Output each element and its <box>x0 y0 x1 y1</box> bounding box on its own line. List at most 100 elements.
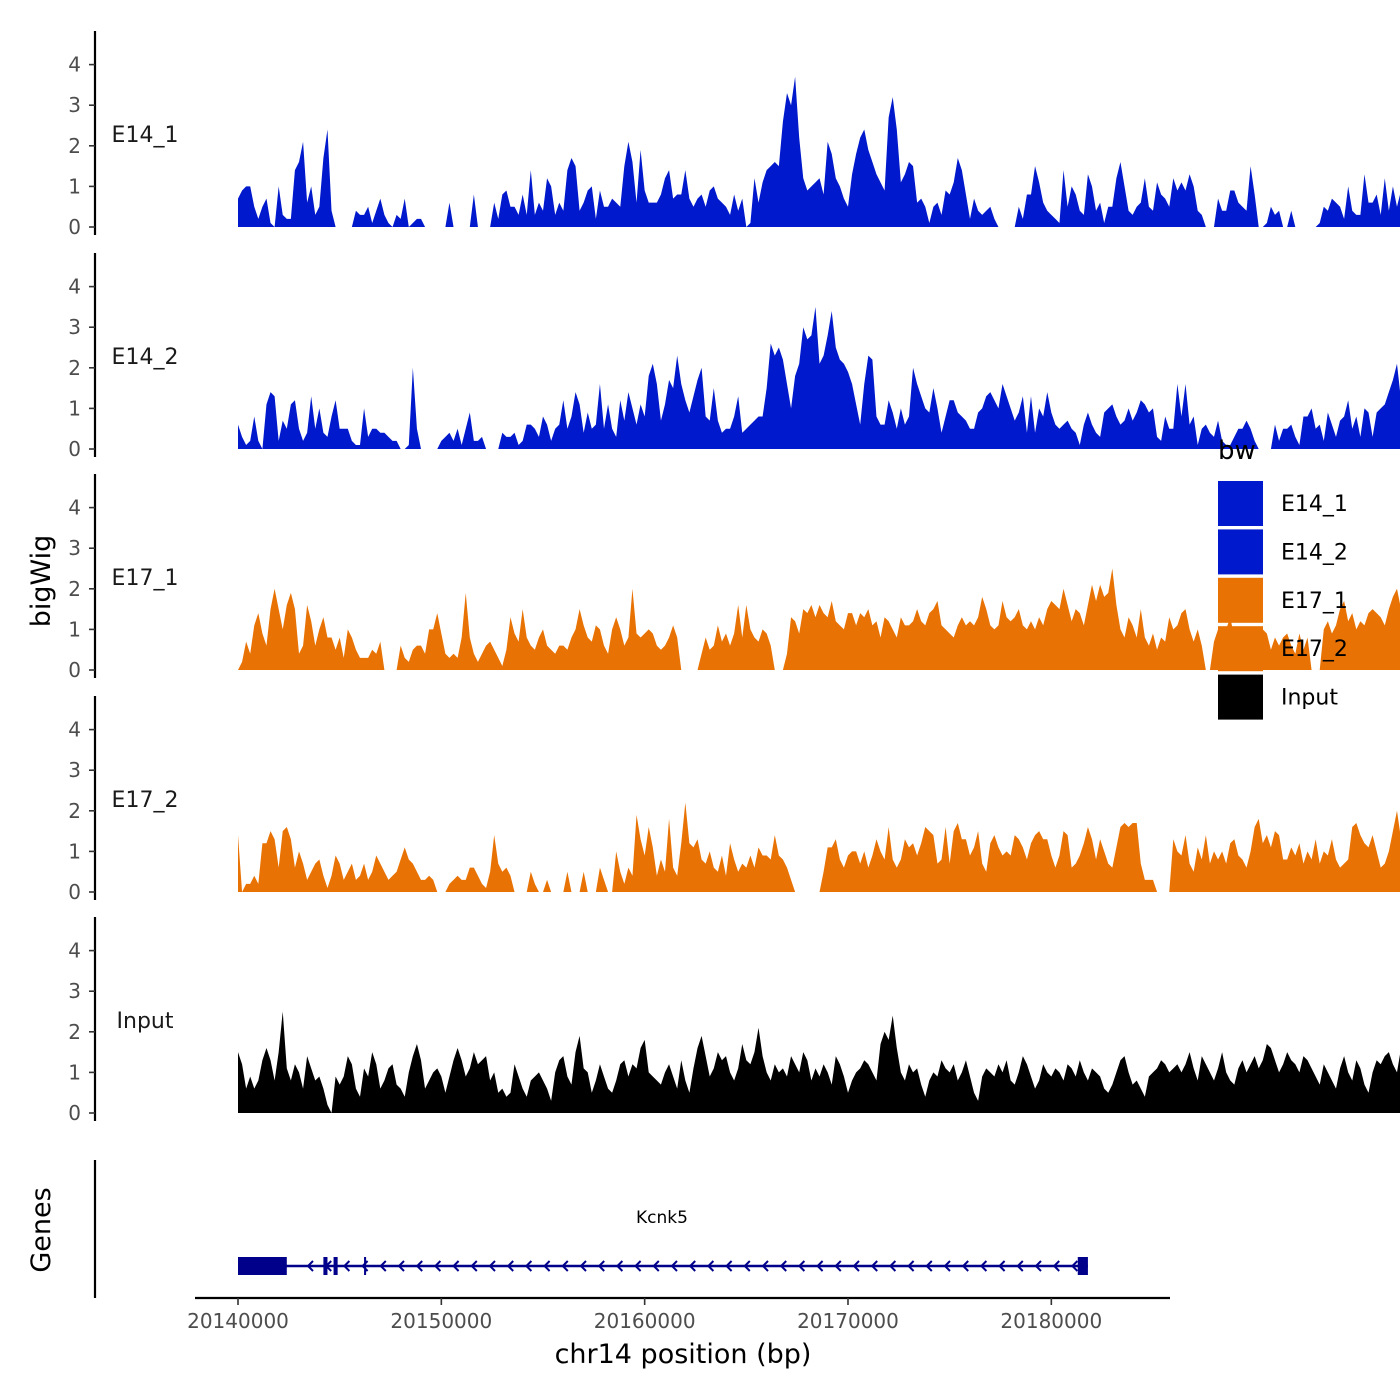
strand-arrow <box>907 1260 915 1272</box>
track-E14_1: 0 1 2 3 4 E14_1 <box>68 31 1400 239</box>
track-E17_2: 0 1 2 3 4 E17_2 <box>68 696 1400 904</box>
track-label-E17_1: E17_1 <box>112 566 179 591</box>
strand-arrow <box>816 1260 824 1272</box>
legend-title: bw <box>1218 436 1256 466</box>
y-tick-label-E17_2-3: 3 <box>68 758 81 782</box>
x-tick-label-20160000: 20160000 <box>594 1309 696 1333</box>
y-tick-label-E14_1-1: 1 <box>68 174 81 198</box>
y-tick-label-Input-1: 1 <box>68 1060 81 1084</box>
strand-arrow <box>506 1260 514 1272</box>
area-E14_1 <box>238 76 1400 227</box>
strand-arrow <box>998 1260 1006 1272</box>
legend-label-Input: Input <box>1281 686 1338 711</box>
area-E17_1 <box>238 568 1400 670</box>
gene-track: Kcnk5 <box>93 1160 1088 1298</box>
y-tick-label-E17_1-3: 3 <box>68 536 81 560</box>
signal-tracks: 0 1 2 3 4 E14_1 0 1 2 3 4 E14_2 0 1 2 3 4 E17_1 0 1 2 3 4 E17_2… <box>68 31 1400 1125</box>
strand-arrow <box>634 1260 642 1272</box>
strand-arrow <box>615 1260 624 1272</box>
strand-arrow <box>397 1260 405 1272</box>
y-tick-label-E14_1-0: 0 <box>68 215 81 239</box>
track-label-E14_1: E14_1 <box>112 123 179 148</box>
strand-arrow <box>925 1260 933 1272</box>
y-tick-label-E14_1-3: 3 <box>68 93 81 117</box>
gene-exon-1 <box>323 1257 328 1275</box>
y-tick-label-Input-0: 0 <box>68 1101 81 1125</box>
strand-arrow <box>342 1260 351 1272</box>
strand-arrow <box>725 1260 733 1272</box>
strand-arrow <box>579 1260 587 1272</box>
legend-swatch-E17_1 <box>1218 577 1263 623</box>
track-label-Input: Input <box>117 1009 174 1034</box>
x-axis-title: chr14 position (bp) <box>555 1339 812 1370</box>
track-E14_2: 0 1 2 3 4 E14_2 <box>68 253 1400 461</box>
y-tick-label-E14_2-3: 3 <box>68 315 81 339</box>
y-tick-label-E17_1-2: 2 <box>68 577 81 601</box>
strand-arrow <box>652 1260 660 1272</box>
strand-arrow <box>688 1260 696 1272</box>
gene-exon-3 <box>364 1257 367 1275</box>
legend-swatch-Input <box>1218 674 1263 720</box>
y-axis-title: bigWig <box>26 535 57 628</box>
y-tick-label-E14_1-2: 2 <box>68 134 81 158</box>
x-tick-label-20170000: 20170000 <box>797 1309 899 1333</box>
strand-arrow <box>524 1260 533 1272</box>
strand-arrow <box>379 1260 387 1272</box>
strand-arrow <box>1070 1260 1079 1272</box>
y-tick-label-Input-2: 2 <box>68 1020 81 1044</box>
strand-arrow <box>961 1260 969 1272</box>
strand-arrow <box>543 1260 551 1272</box>
strand-arrow <box>743 1260 751 1272</box>
legend-swatch-E17_2 <box>1218 626 1263 672</box>
y-tick-label-E17_2-0: 0 <box>68 880 81 904</box>
strand-arrow <box>1016 1260 1024 1272</box>
legend: bw E14_1 E14_2 E17_1 E17_2 Input <box>1218 436 1348 720</box>
strand-arrow <box>979 1260 988 1272</box>
track-Input: 0 1 2 3 4 Input <box>68 917 1400 1125</box>
legend-swatch-E14_2 <box>1218 529 1263 575</box>
legend-label-E14_2: E14_2 <box>1281 540 1348 565</box>
legend-label-E17_1: E17_1 <box>1281 589 1348 614</box>
area-E14_2 <box>238 306 1400 449</box>
y-tick-label-E14_2-2: 2 <box>68 356 81 380</box>
gene-label: Kcnk5 <box>636 1208 688 1228</box>
gene-exon-4 <box>1077 1257 1088 1275</box>
gene-track-title: Genes <box>26 1187 57 1272</box>
y-tick-label-E14_2-1: 1 <box>68 396 81 420</box>
gene-exon-0 <box>238 1257 287 1275</box>
y-tick-label-E17_1-0: 0 <box>68 658 81 682</box>
y-tick-label-E14_1-4: 4 <box>68 53 81 77</box>
strand-arrow <box>488 1260 496 1272</box>
strand-arrow <box>1052 1260 1060 1272</box>
area-E17_2 <box>238 802 1400 892</box>
legend-label-E17_2: E17_2 <box>1281 637 1348 662</box>
strand-arrow <box>306 1260 314 1272</box>
y-tick-label-E17_2-2: 2 <box>68 799 81 823</box>
y-tick-label-E17_2-4: 4 <box>68 718 81 742</box>
strand-arrow <box>943 1260 951 1272</box>
y-tick-label-E14_2-4: 4 <box>68 275 81 299</box>
x-tick-label-20140000: 20140000 <box>187 1309 289 1333</box>
strand-arrow <box>888 1260 897 1272</box>
strand-arrow <box>452 1260 460 1272</box>
strand-arrow <box>761 1260 769 1272</box>
strand-arrow <box>834 1260 842 1272</box>
strand-arrow <box>870 1260 878 1272</box>
strand-arrow <box>670 1260 678 1272</box>
y-tick-label-E17_1-4: 4 <box>68 496 81 520</box>
strand-arrow <box>797 1260 806 1272</box>
strand-arrow <box>470 1260 478 1272</box>
x-tick-label-20180000: 20180000 <box>1000 1309 1102 1333</box>
strand-arrow <box>433 1260 442 1272</box>
gene-exon-2 <box>333 1257 338 1275</box>
y-tick-label-E14_2-0: 0 <box>68 437 81 461</box>
y-tick-label-E17_1-1: 1 <box>68 617 81 641</box>
track-label-E14_2: E14_2 <box>112 345 179 370</box>
strand-arrow <box>415 1260 423 1272</box>
y-tick-label-Input-4: 4 <box>68 939 81 963</box>
strand-arrow <box>706 1260 715 1272</box>
legend-label-E14_1: E14_1 <box>1281 492 1348 517</box>
track-E17_1: 0 1 2 3 4 E17_1 <box>68 474 1400 682</box>
